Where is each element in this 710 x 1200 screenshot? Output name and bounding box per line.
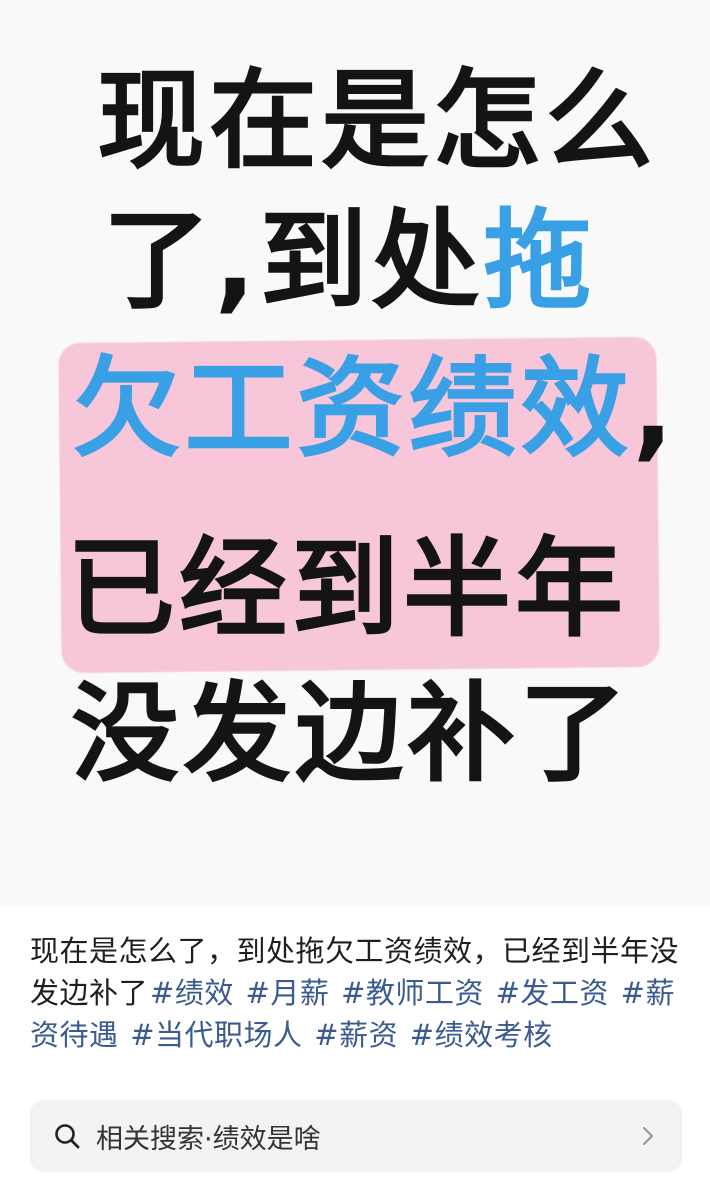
related-search-label: 相关搜索·绩效是啥 [96,1123,321,1155]
related-search-bar[interactable]: 相关搜索·绩效是啥 [30,1100,682,1172]
poster-line-3-comma: , [632,347,678,472]
poster-line-5-text: 没发边补了 [70,672,631,797]
hashtag-link[interactable]: #发工资 [495,976,609,1010]
chevron-right-icon [640,1124,656,1148]
poster-line-3-highlight: 欠工资绩效 [72,347,633,472]
poster-line-5: 没发边补了 [0,675,706,795]
hashtag-link[interactable]: #薪资待遇 [30,976,675,1052]
poster-image[interactable]: 现在是怎么 了,到处拖 欠工资绩效, 已经到半年 没发边补了 [0,0,710,905]
poster-line-4: 已经到半年 [0,530,702,650]
hashtag-link[interactable]: #绩效考核 [409,1018,553,1052]
poster-line-1: 现在是怎么 [22,62,710,182]
poster-line-4-text: 已经到半年 [66,527,627,652]
hashtag-link[interactable]: #月薪 [245,976,330,1010]
poster-line-2-text: 了,到处 [102,199,484,324]
hashtag-link[interactable]: #当代职场人 [130,1018,303,1052]
caption-text: 现在是怎么了，到处拖欠工资绩效，已经到半年没发边补了 [30,934,680,1010]
poster-line-3: 欠工资绩效, [20,350,710,470]
hashtag-link[interactable]: #教师工资 [341,976,484,1010]
poster-line-2-highlight: 拖 [483,199,596,324]
hashtag-link[interactable]: #绩效 [150,976,234,1010]
post-caption: 现在是怎么了，到处拖欠工资绩效，已经到半年没发边补了#绩效 #月薪 #教师工资 … [30,930,685,1056]
hashtag-link[interactable]: #薪资 [314,1018,399,1052]
search-icon [54,1123,80,1149]
poster-line-1-text: 现在是怎么 [96,59,657,184]
poster-line-2: 了,到处拖 [0,202,704,322]
